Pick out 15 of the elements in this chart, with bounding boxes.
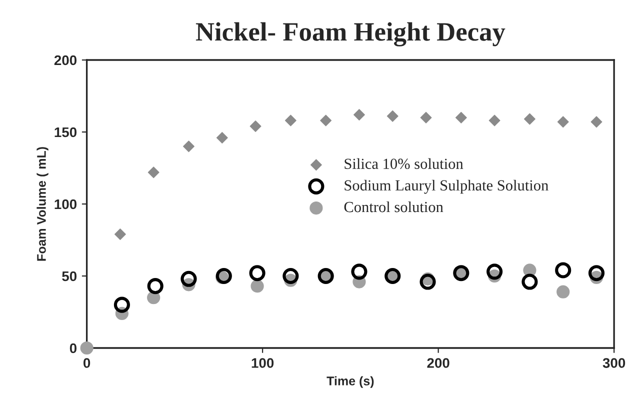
- y-tick-label: 0: [70, 343, 77, 354]
- x-tick-label: 0: [83, 358, 90, 368]
- y-tick-label: 50: [62, 271, 77, 282]
- chart-title: Nickel- Foam Height Decay: [196, 22, 506, 46]
- y-tick-label: 150: [54, 127, 77, 138]
- x-tick-label: 100: [252, 358, 274, 368]
- legend-label: Control solution: [344, 201, 444, 212]
- y-tick-label: 200: [54, 55, 77, 66]
- y-tick-label: 100: [54, 199, 77, 210]
- x-tick-label: 300: [602, 358, 626, 368]
- y-axis-title: Foam Volume ( mL): [36, 147, 48, 261]
- legend-label: Silica 10% solution: [344, 158, 464, 170]
- x-tick-label: 200: [427, 358, 450, 368]
- x-axis-title: Time (s): [326, 376, 374, 388]
- legend-label: Sodium Lauryl Sulphate Solution: [344, 180, 548, 194]
